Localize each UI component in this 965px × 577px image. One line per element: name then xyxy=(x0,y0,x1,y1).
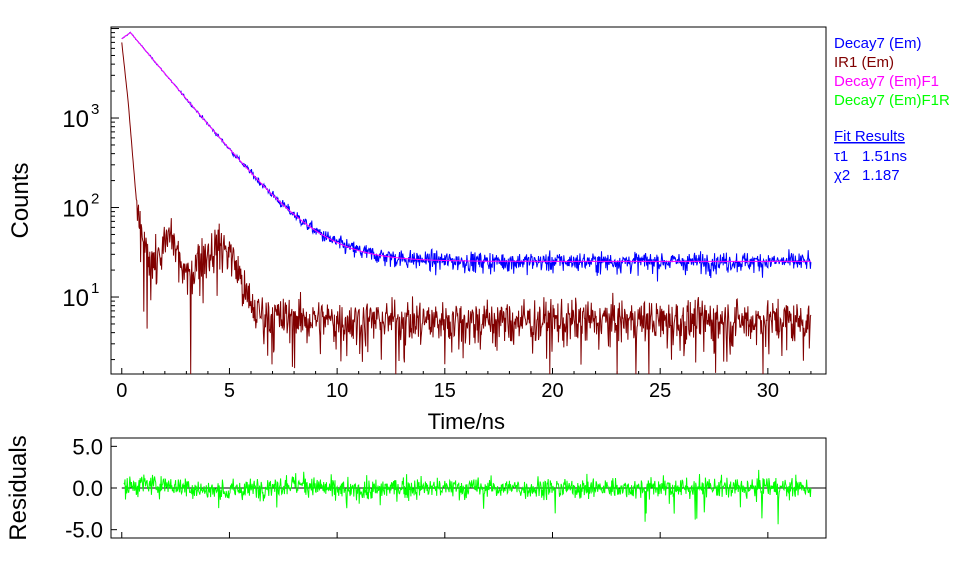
y-tick-exponent: 1 xyxy=(91,280,99,297)
fit-param-label: χ2 xyxy=(834,167,850,184)
fit-param-value: 1.51ns xyxy=(862,148,907,165)
residual-y-axis-label: Residuals xyxy=(5,435,32,540)
y-tick-base: 10 xyxy=(62,285,89,312)
series-line-decay7-em- xyxy=(121,31,812,282)
x-tick-label: 5 xyxy=(224,380,235,402)
y-axis-label: Counts xyxy=(7,162,34,238)
x-tick-label: 20 xyxy=(541,380,563,402)
y-tick-label: 10 3 xyxy=(62,101,99,133)
x-tick-label: 10 xyxy=(326,380,348,402)
series-line-decay7-em-f1r xyxy=(123,469,812,525)
series-line-ir1-em- xyxy=(121,42,812,374)
y-tick-label: 10 2 xyxy=(62,191,99,223)
y-tick-exponent: 3 xyxy=(91,101,99,118)
legend-entry: Decay7 (Em) xyxy=(834,35,922,52)
residual-y-tick-label: 5.0 xyxy=(72,434,103,459)
legend-entry: Decay7 (Em)F1R xyxy=(834,92,950,109)
fit-results-header: Fit Results xyxy=(834,128,905,145)
x-tick-label: 0 xyxy=(116,380,127,402)
y-tick-exponent: 2 xyxy=(91,191,99,208)
main-plot-frame xyxy=(110,26,827,375)
fit-param-label: τ1 xyxy=(834,148,848,165)
x-axis-label: Time/ns xyxy=(428,409,505,434)
legend-entry: Decay7 (Em)F1 xyxy=(834,73,939,90)
x-tick-label: 15 xyxy=(434,380,456,402)
residual-y-tick-label: -5.0 xyxy=(65,518,103,543)
legend-entry: IR1 (Em) xyxy=(834,54,894,71)
series-line-decay7-em-f1 xyxy=(121,31,811,262)
y-tick-base: 10 xyxy=(62,196,89,223)
x-tick-label: 30 xyxy=(757,380,779,402)
y-tick-base: 10 xyxy=(62,106,89,133)
x-tick-label: 25 xyxy=(649,380,671,402)
fit-param-value: 1.187 xyxy=(862,167,900,184)
residual-y-tick-label: 0.0 xyxy=(72,476,103,501)
y-tick-label: 10 1 xyxy=(62,280,99,312)
